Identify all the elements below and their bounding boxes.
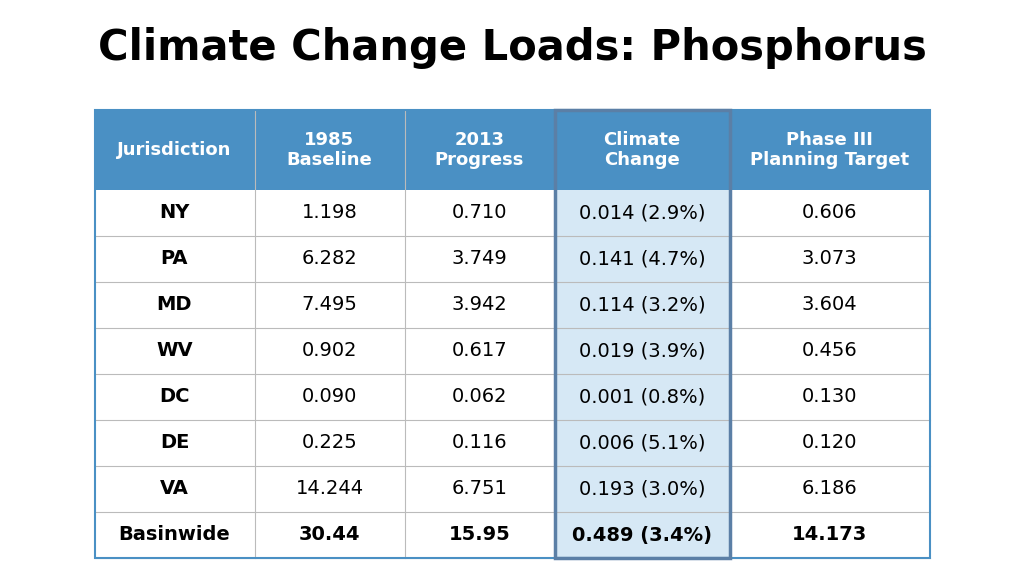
Text: 6.282: 6.282	[302, 249, 357, 268]
Text: Climate Change Loads: Phosphorus: Climate Change Loads: Phosphorus	[97, 27, 927, 69]
Text: 0.001 (0.8%): 0.001 (0.8%)	[579, 388, 706, 407]
Text: 0.489 (3.4%): 0.489 (3.4%)	[572, 525, 712, 544]
Bar	[555, 512, 729, 558]
Bar	[94, 110, 930, 190]
Text: 6.751: 6.751	[452, 479, 508, 498]
Bar	[555, 328, 729, 374]
Bar	[555, 466, 729, 512]
Text: 0.606: 0.606	[802, 203, 857, 222]
Text: DC: DC	[160, 388, 189, 407]
Text: 14.244: 14.244	[296, 479, 364, 498]
Text: MD: MD	[157, 295, 193, 314]
Bar	[555, 190, 729, 236]
Text: 0.902: 0.902	[302, 342, 357, 361]
Text: NY: NY	[160, 203, 189, 222]
Text: 0.710: 0.710	[452, 203, 507, 222]
Bar	[555, 282, 729, 328]
Text: 2013
Progress: 2013 Progress	[435, 131, 524, 169]
Text: WV: WV	[157, 342, 193, 361]
Text: 0.090: 0.090	[302, 388, 357, 407]
Text: 1985
Baseline: 1985 Baseline	[287, 131, 373, 169]
Text: 15.95: 15.95	[449, 525, 510, 544]
Bar	[94, 110, 930, 558]
Text: Phase III
Planning Target: Phase III Planning Target	[750, 131, 909, 169]
Bar	[555, 110, 729, 558]
Text: 0.130: 0.130	[802, 388, 857, 407]
Text: 6.186: 6.186	[802, 479, 857, 498]
Bar	[555, 374, 729, 420]
Text: Basinwide: Basinwide	[119, 525, 230, 544]
Text: 3.073: 3.073	[802, 249, 857, 268]
Text: 0.141 (4.7%): 0.141 (4.7%)	[579, 249, 706, 268]
Text: 0.120: 0.120	[802, 434, 857, 453]
Text: 3.749: 3.749	[452, 249, 507, 268]
Bar	[555, 420, 729, 466]
Text: 1.198: 1.198	[302, 203, 357, 222]
Text: 14.173: 14.173	[792, 525, 867, 544]
Text: Jurisdiction: Jurisdiction	[118, 141, 231, 159]
Text: 0.456: 0.456	[802, 342, 857, 361]
Text: 0.225: 0.225	[302, 434, 357, 453]
Text: DE: DE	[160, 434, 189, 453]
Text: 7.495: 7.495	[301, 295, 357, 314]
Text: 0.193 (3.0%): 0.193 (3.0%)	[579, 479, 706, 498]
Text: VA: VA	[160, 479, 189, 498]
Text: 30.44: 30.44	[299, 525, 360, 544]
Text: 3.942: 3.942	[452, 295, 507, 314]
Text: 0.062: 0.062	[452, 388, 507, 407]
Text: 0.617: 0.617	[452, 342, 507, 361]
Text: PA: PA	[161, 249, 188, 268]
Text: 0.006 (5.1%): 0.006 (5.1%)	[579, 434, 706, 453]
Text: 0.114 (3.2%): 0.114 (3.2%)	[579, 295, 706, 314]
Text: 0.019 (3.9%): 0.019 (3.9%)	[579, 342, 706, 361]
Text: 0.014 (2.9%): 0.014 (2.9%)	[579, 203, 706, 222]
Text: 3.604: 3.604	[802, 295, 857, 314]
Text: Climate
Change: Climate Change	[603, 131, 681, 169]
Bar	[555, 236, 729, 282]
Text: 0.116: 0.116	[452, 434, 507, 453]
